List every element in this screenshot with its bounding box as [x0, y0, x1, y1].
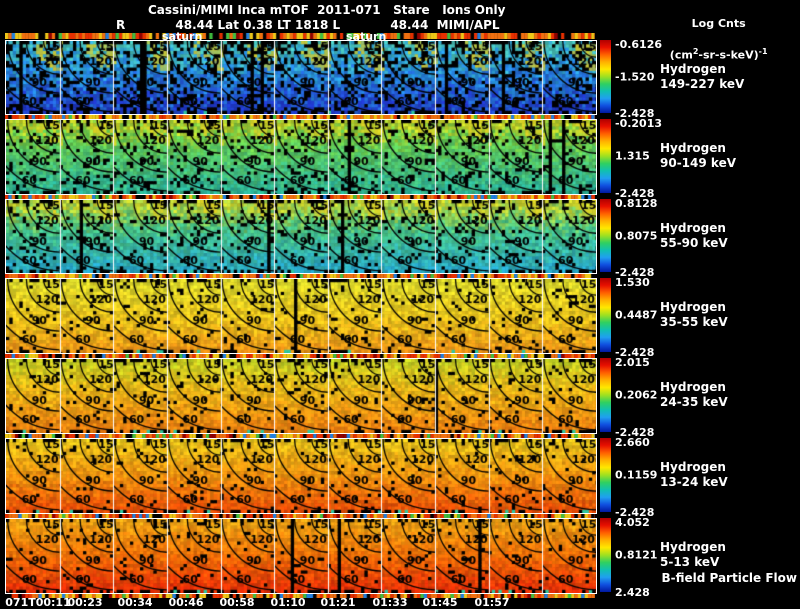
heatmap-row-13-24kev: 2.660 0.1159 -2.428 Hydrogen 13-24 keV: [5, 436, 800, 519]
keogram-strip: [5, 592, 595, 598]
saturn-marker-label: saturn: [346, 30, 387, 43]
keogram-strip: [5, 272, 595, 278]
bfield-particle-flow-label: B-field Particle Flow: [661, 571, 797, 585]
colorbar-max-label: -0.2013: [615, 117, 663, 130]
heatmap-canvas: [5, 438, 597, 514]
energy-band-label: Hydrogen 24-35 keV: [660, 380, 728, 409]
energy-band-label: Hydrogen 55-90 keV: [660, 220, 728, 250]
time-tick-label: 01:21: [320, 596, 356, 609]
colorbar-min-label: -2.428: [615, 346, 655, 359]
time-tick-label: 00:58: [219, 596, 255, 609]
energy-band-label: Hydrogen 5-13 keV: [660, 540, 726, 569]
colorbar-max-label: 0.8128: [615, 197, 658, 210]
colorbar-mid-label: 0.4487: [615, 308, 658, 322]
time-tick-label: 01:45: [422, 596, 458, 609]
colorbar-mid-label: 0.1159: [615, 468, 658, 482]
heatmap-row-149-227kev: -0.6126 -1.520 -2.428 Hydrogen 149-227 ke…: [5, 38, 800, 120]
colorbar-max-label: 2.015: [615, 356, 650, 369]
colorbar-min-label: -2.428: [615, 266, 655, 279]
colorbar-mid-label: 0.8121: [615, 548, 658, 562]
colorbar-min-label: 2.428: [615, 586, 650, 599]
heatmap-row-5-13kev: 4.052 0.8121 2.428 Hydrogen 5-13 keV: [5, 516, 800, 599]
saturn-marker-label: saturn: [162, 30, 203, 43]
colorbar: [600, 40, 612, 113]
colorbar-max-label: -0.6126: [615, 38, 663, 51]
colorbar: [600, 438, 612, 512]
keogram-strip: [5, 33, 595, 39]
energy-band-label: Hydrogen 13-24 keV: [660, 460, 728, 489]
energy-band-label: Hydrogen 35-55 keV: [660, 300, 728, 329]
colorbar: [600, 278, 612, 352]
time-axis: 071T00:11 00:23 00:34 00:46 00:58 01:10 …: [0, 596, 620, 609]
energy-band-label: Hydrogen 90-149 keV: [660, 141, 736, 170]
colorbar-max-label: 4.052: [615, 516, 650, 529]
heatmap-canvas: [5, 40, 597, 115]
time-tick-label: 00:23: [67, 596, 103, 609]
colorbar: [600, 199, 612, 272]
heatmap-row-35-55kev: 1.530 0.4487 -2.428 Hydrogen 35-55 keV: [5, 276, 800, 359]
time-tick-label: 00:46: [168, 596, 204, 609]
time-tick-label: 01:10: [270, 596, 306, 609]
time-tick-label: 01:57: [474, 596, 510, 609]
colorbar: [600, 518, 612, 592]
colorbar-units-label: Log Cnts (cm2-sr-s-keV)-1: [669, 17, 768, 62]
time-tick-label: 01:33: [372, 596, 408, 609]
keogram-strip: [5, 352, 595, 358]
colorbar-min-label: -2.428: [615, 187, 655, 200]
colorbar-max-label: 1.530: [615, 276, 650, 289]
colorbar-min-label: -2.428: [615, 426, 655, 439]
heatmap-row-90-149kev: -0.2013 1.315 -2.428 Hydrogen 90-149 keV: [5, 117, 800, 200]
energy-band-label: Hydrogen 149-227 keV: [660, 61, 745, 91]
colorbar-min-label: -2.428: [615, 506, 655, 519]
heatmap-row-24-35kev: 2.015 0.2062 -2.428 Hydrogen 24-35 keV: [5, 356, 800, 439]
keogram-strip: [5, 512, 595, 518]
heatmap-canvas: [5, 518, 597, 594]
colorbar-mid-label: -1.520: [615, 70, 655, 83]
colorbar: [600, 119, 612, 193]
heatmap-canvas: [5, 278, 597, 354]
heatmap-row-55-90kev: 0.8128 0.8075 -2.428 Hydrogen 55-90 keV: [5, 197, 800, 279]
keogram-strip: [5, 432, 595, 438]
colorbar-min-label: -2.428: [615, 107, 655, 120]
colorbar-mid-label: 0.8075: [615, 229, 658, 242]
colorbar: [600, 358, 612, 432]
keogram-strip: [5, 113, 595, 119]
heatmap-canvas: [5, 358, 597, 434]
heatmap-canvas: [5, 199, 597, 274]
heatmap-canvas: [5, 119, 597, 195]
plot-title: Cassini/MIMI Inca mTOF 2011-071 Stare Io…: [148, 3, 506, 17]
colorbar-mid-label: 0.2062: [615, 388, 658, 402]
plot-subtitle: R 48.44 Lat 0.38 LT 1818 L 48.44 MIMI/AP…: [116, 18, 500, 32]
time-tick-label: 00:34: [117, 596, 153, 609]
colorbar-mid-label: 1.315: [615, 149, 650, 163]
colorbar-max-label: 2.660: [615, 436, 650, 449]
keogram-strip: [5, 193, 595, 199]
time-tick-label: 071T00:11: [5, 596, 71, 609]
